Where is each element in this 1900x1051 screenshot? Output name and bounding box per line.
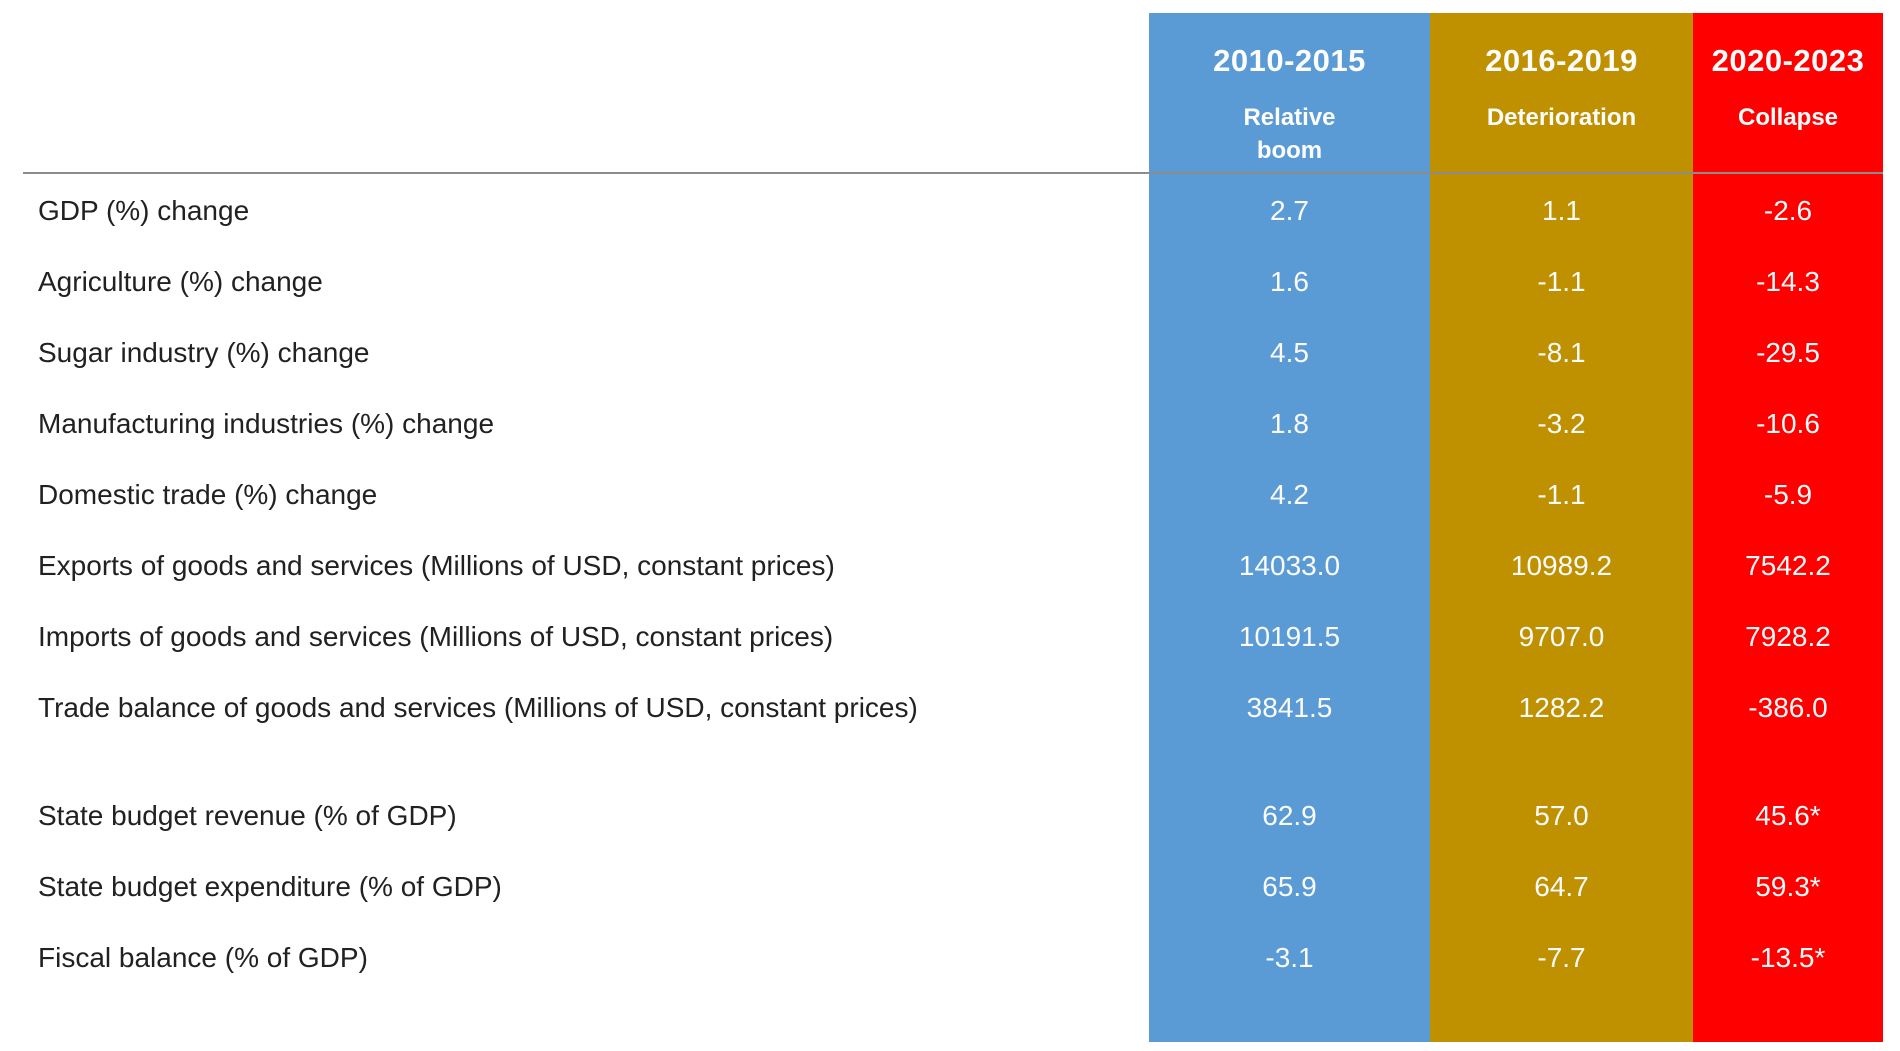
value-cell-2010-2015: 2.7 [1270,195,1309,226]
row-label: State budget revenue (% of GDP) [38,800,457,831]
table-row-agriculture: Agriculture (%) change 1.6 -1.1 -14.3 [0,246,1900,317]
value-cell-2016-2019: -3.2 [1537,408,1586,439]
value-cell-2016-2019: 10989.2 [1510,550,1613,581]
value-cell-2010-2015: 1.8 [1270,408,1309,439]
row-label: Agriculture (%) change [38,266,323,297]
row-label: Imports of goods and services (Millions … [38,621,834,652]
row-label: Exports of goods and services (Millions … [38,550,835,581]
phase-label-relative-boom: Relative boom [1243,104,1336,164]
table-row-budget-revenue: State budget revenue (% of GDP) 62.9 57.… [0,780,1900,851]
value-cell-2020-2023: -13.5* [1750,942,1826,973]
period-label-2020-2023: 2020-2023 [1711,43,1865,78]
table-row-trade-balance: Trade balance of goods and services (Mil… [0,672,1900,743]
table-row-sugar-industry: Sugar industry (%) change 4.5 -8.1 -29.5 [0,317,1900,388]
table-body: GDP (%) change 2.7 1.1 -2.6 Agriculture … [0,175,1900,993]
value-cell-2020-2023: -2.6 [1763,195,1813,226]
period-column-2020-2023: 2020-2023 Collapse [1693,13,1883,1042]
period-label-2016-2019: 2016-2019 [1485,43,1638,78]
value-cell-2016-2019: -8.1 [1537,337,1586,368]
value-cell-2020-2023: 59.3* [1755,871,1821,902]
value-cell-2010-2015: 3841.5 [1246,692,1333,723]
value-cell-2016-2019: -1.1 [1537,266,1586,297]
period-column-2010-2015: 2010-2015 Relative boom [1149,13,1430,1042]
table-row-budget-expenditure: State budget expenditure (% of GDP) 65.9… [0,851,1900,922]
row-label: GDP (%) change [38,195,250,226]
row-label: Manufacturing industries (%) change [38,408,495,439]
value-cell-2010-2015: 4.5 [1270,337,1309,368]
value-cell-2010-2015: 62.9 [1262,800,1317,831]
period-label-2010-2015: 2010-2015 [1213,43,1366,78]
row-label: Trade balance of goods and services (Mil… [38,692,918,723]
value-cell-2010-2015: 14033.0 [1238,550,1341,581]
table-row-gdp: GDP (%) change 2.7 1.1 -2.6 [0,175,1900,246]
value-cell-2016-2019: 57.0 [1534,800,1589,831]
row-label: State budget expenditure (% of GDP) [38,871,502,902]
value-cell-2010-2015: 1.6 [1270,266,1309,297]
value-cell-2016-2019: 9707.0 [1518,621,1605,652]
value-cell-2010-2015: 10191.5 [1238,621,1341,652]
value-cell-2020-2023: -14.3 [1756,266,1820,297]
row-label: Domestic trade (%) change [38,479,378,510]
phase-label-deterioration: Deterioration [1486,104,1637,131]
value-cell-2016-2019: -1.1 [1537,479,1586,510]
table-row-fiscal-balance: Fiscal balance (% of GDP) -3.1 -7.7 -13.… [0,922,1900,993]
phase-label-collapse: Collapse [1737,104,1839,131]
table-row-domestic-trade: Domestic trade (%) change 4.2 -1.1 -5.9 [0,459,1900,530]
value-cell-2016-2019: 64.7 [1534,871,1589,902]
value-cell-2010-2015: 4.2 [1270,479,1309,510]
table-row-manufacturing: Manufacturing industries (%) change 1.8 … [0,388,1900,459]
period-column-2016-2019: 2016-2019 Deterioration [1430,13,1693,1042]
value-cell-2016-2019: 1.1 [1542,195,1581,226]
value-cell-2010-2015: 65.9 [1262,871,1317,902]
value-cell-2020-2023: 7542.2 [1745,550,1831,581]
value-cell-2016-2019: -7.7 [1537,942,1586,973]
header-divider-line [23,172,1883,174]
table-row-imports: Imports of goods and services (Millions … [0,601,1900,672]
value-cell-2020-2023: 7928.2 [1745,621,1831,652]
value-cell-2020-2023: -29.5 [1756,337,1820,368]
row-label: Sugar industry (%) change [38,337,370,368]
value-cell-2020-2023: -5.9 [1763,479,1813,510]
value-cell-2020-2023: -10.6 [1756,408,1820,439]
value-cell-2010-2015: -3.1 [1265,942,1314,973]
table-row-exports: Exports of goods and services (Millions … [0,530,1900,601]
value-cell-2016-2019: 1282.2 [1518,692,1605,723]
value-cell-2020-2023: -386.0 [1748,692,1828,723]
value-cell-2020-2023: 45.6* [1755,800,1821,831]
row-label: Fiscal balance (% of GDP) [38,942,368,973]
